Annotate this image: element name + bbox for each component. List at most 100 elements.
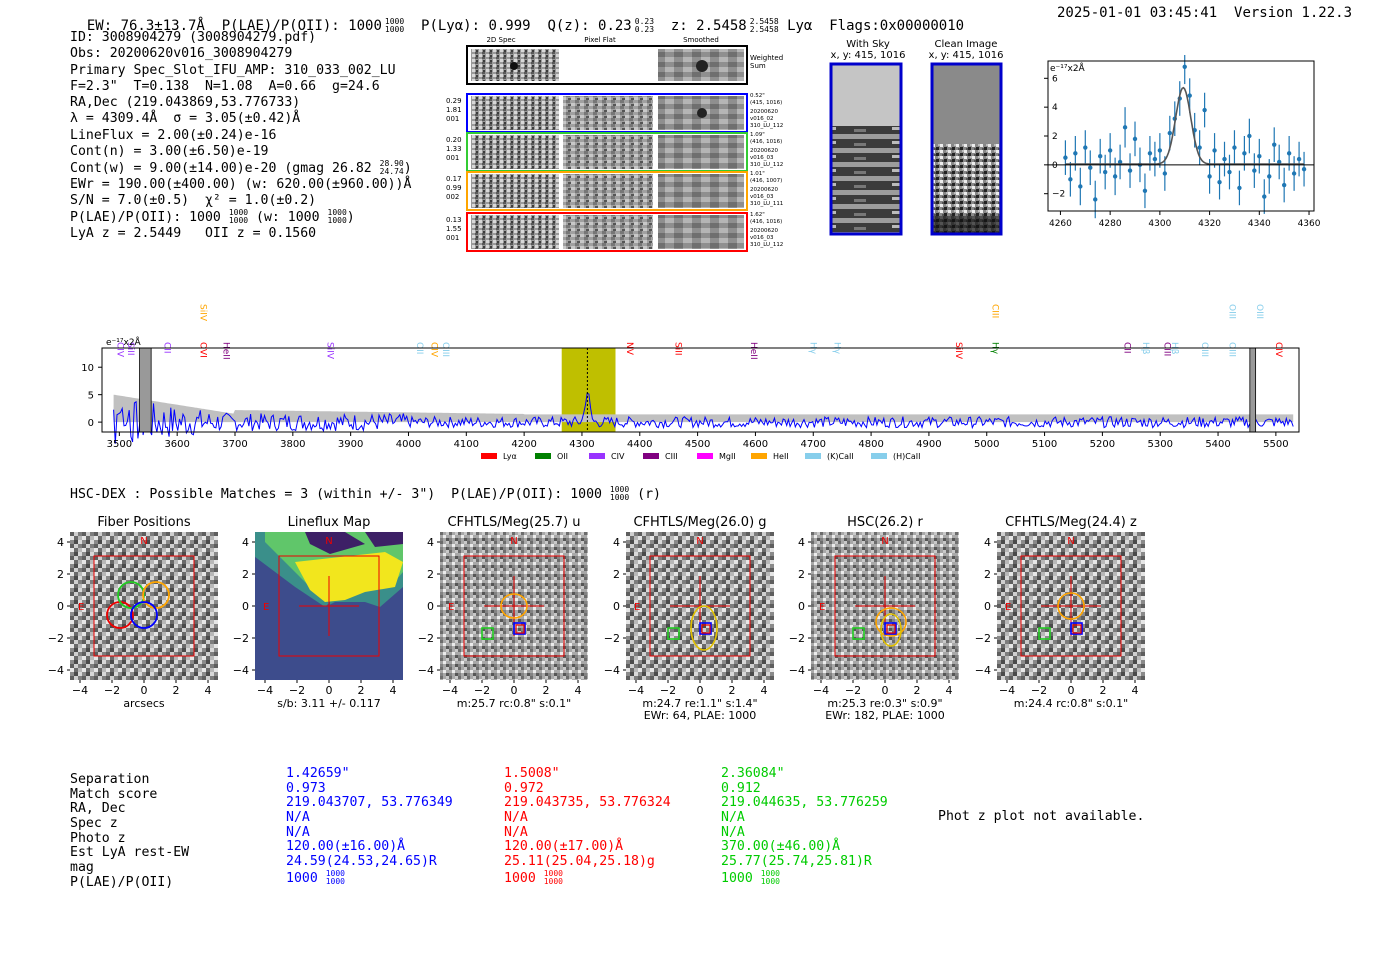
legend-swatch <box>535 453 551 459</box>
fit-plot-ticks: 4260 4280 4300 4320 4340 4360 6 4 2 0 −2 <box>1044 74 1320 229</box>
compass-e: E <box>78 602 84 613</box>
hsc-title-frac: 1000 1000 <box>610 486 629 502</box>
fit-data-point <box>1267 174 1272 179</box>
panel-title: CFHTLS/Meg(24.4) z <box>1005 515 1137 530</box>
cutout-meta: 20200620 <box>750 187 778 193</box>
cutout-meta: (416, 1016) <box>750 139 782 145</box>
info-plae-w-hi: 1000 <box>327 208 347 218</box>
cutout-right-meta: 1.62" (416, 1016) 20200620 v016_03 310_LU_11… <box>750 212 783 248</box>
match-box-green <box>852 627 865 640</box>
aperture-box <box>649 555 751 657</box>
fit-ytick-label: −2 <box>1052 190 1065 200</box>
cutout-pixflat <box>563 135 653 169</box>
weighted-sum-label: Weighted Sum <box>750 54 783 70</box>
match-value: N/A <box>504 810 528 826</box>
panel-ytick-label: −2 <box>975 632 991 645</box>
cutout-left-meta: 0.20 1.33 001 <box>446 136 462 162</box>
legend-label: (H)CaII <box>893 452 920 461</box>
match-value: N/A <box>286 824 310 840</box>
hsc-title-text: HSC-DEX : Possible Matches = 3 (within +… <box>70 487 602 502</box>
spectrum-flux-line <box>113 392 1294 444</box>
cutout-meta: 1.01" <box>750 171 765 177</box>
match-value: 120.00(±17.00)Å <box>504 839 624 855</box>
cutout-row-frame <box>466 171 748 211</box>
cutout-right-meta: 0.52" (415, 1016) 20200620 v016_02 310_LU_11… <box>750 93 783 129</box>
spectrum-xtick-label: 4600 <box>743 439 768 450</box>
match-label: Separation <box>70 772 150 787</box>
weighted-source-dot <box>510 62 518 70</box>
match-box-green <box>667 627 680 640</box>
panel-title: Fiber Positions <box>97 515 190 530</box>
match-plae-hi: 1000 <box>543 868 563 878</box>
header-summary: EW: 76.3±13.7Å P(LAE)/P(OII): 1000 1000 10… <box>70 2 964 35</box>
panel-xtick-label: −2 <box>1031 684 1047 697</box>
info-line: S/N = 7.0(±0.5) χ² = 1.0(±0.2) <box>70 192 317 208</box>
with-sky-stripes <box>831 126 901 234</box>
match-plae-frac: 1000 1000 <box>326 869 345 886</box>
cutout-right-meta: 1.09" (416, 1016) 20200620 v016_03 310_LU_11… <box>750 132 783 168</box>
match-value: 25.11(25.04,25.18)g <box>504 854 655 870</box>
info-line: EWr = 190.00(±400.00) (w: 620.00(±960.00… <box>70 176 412 192</box>
compass-e: E <box>263 602 269 613</box>
panel-ytick-label: −2 <box>418 632 434 645</box>
panel-ytick-label: −4 <box>604 664 620 677</box>
cutout-meta: 002 <box>446 193 459 201</box>
header-version: Version 1.22.3 <box>1234 5 1353 21</box>
fit-data-point <box>1286 151 1292 156</box>
fit-data-point <box>1127 168 1133 173</box>
spectrum-xtick-label: 5400 <box>1205 439 1230 450</box>
match-value: N/A <box>721 810 745 826</box>
line-fit-plot: 4260 4280 4300 4320 4340 4360 6 4 2 0 −2 e⁻¹⁷x2Å <box>1044 55 1320 229</box>
legend-label: Lyα <box>503 452 517 461</box>
match-value: 0.973 <box>286 780 326 796</box>
info-contw-frac: 28.90 24.74 <box>380 160 404 176</box>
fit-data-point <box>1112 174 1118 179</box>
cutout-meta: (415, 1016) <box>750 100 782 106</box>
spectrum-xtick-label: 5300 <box>1147 439 1172 450</box>
fit-data-point <box>1296 156 1302 162</box>
match-value: 370.00(±46.00)Å <box>721 839 841 855</box>
cutout-row: 0.20 1.33 001 1.09" (416, 1016) 20200620 v016… <box>446 132 783 172</box>
panel-ytick-label: −2 <box>604 632 620 645</box>
cutout-meta: 20200620 <box>750 148 778 154</box>
cutout-smoothed <box>658 174 744 208</box>
header-z: z: 2.5458 <box>670 18 747 34</box>
panel-xtick-label: −4 <box>813 684 829 697</box>
fit-data-point <box>1182 64 1187 69</box>
spectrum-line-label: HeII <box>748 342 758 360</box>
legend-label: MgII <box>719 452 736 461</box>
panel-xtick-label: 2 <box>543 684 550 697</box>
fit-data-point <box>1202 107 1207 113</box>
compass-n: N <box>1067 536 1074 547</box>
panel-xtick-label: 4 <box>761 684 768 697</box>
fit-data-point <box>1197 145 1202 150</box>
sky-panels: With Sky x, y: 415, 1016 Clean Image x, … <box>829 39 1003 236</box>
panel-title: CFHTLS/Meg(25.7) u <box>447 515 580 530</box>
hsc-title-hi: 1000 <box>609 485 630 494</box>
spectrum-mask-rect <box>1249 347 1257 433</box>
spectrum-line-label: OVI <box>197 342 207 358</box>
aperture-box <box>834 555 936 657</box>
match-label: Photo z <box>70 830 126 846</box>
compass-n: N <box>325 536 332 547</box>
match-value: 24.59(24.53,24.65)R <box>286 854 437 870</box>
fit-data-point <box>1117 159 1123 165</box>
info-line: F=2.3" T=0.138 N=1.08 A=0.66 g=24.6 <box>70 78 380 94</box>
clean-image-title: Clean Image <box>935 39 998 50</box>
fit-data-point <box>1102 169 1108 175</box>
match-value: N/A <box>721 824 745 840</box>
info-zline: LyA z = 2.5449 OII z = 0.1560 <box>70 225 317 241</box>
legend-swatch <box>697 453 713 459</box>
panel-xtick-label: −4 <box>72 684 88 697</box>
match-label: P(LAE)/P(OII) <box>70 874 174 890</box>
fit-ytick-label: 0 <box>1052 161 1058 171</box>
legend-label: HeII <box>773 452 789 461</box>
legend-swatch <box>871 453 887 459</box>
match-box-blue <box>699 622 712 635</box>
spectrum-xtick-label: 4900 <box>916 439 941 450</box>
spectrum-line-label: SiIV <box>325 342 335 360</box>
header-qz: Q(z): 0.23 <box>547 18 632 34</box>
fit-data-point <box>1162 171 1168 176</box>
header-qz-frac: 0.23 0.23 <box>635 18 654 34</box>
